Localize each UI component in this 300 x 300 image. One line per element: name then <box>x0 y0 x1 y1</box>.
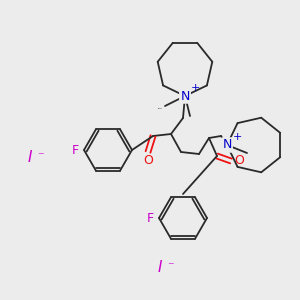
Text: +: + <box>190 83 200 93</box>
Text: F: F <box>146 212 154 224</box>
Text: I: I <box>28 149 32 164</box>
Text: F: F <box>71 143 79 157</box>
Text: ⁻: ⁻ <box>167 260 174 274</box>
Text: N: N <box>222 139 232 152</box>
Text: I: I <box>158 260 163 274</box>
Text: O: O <box>234 154 244 167</box>
Text: N: N <box>180 89 190 103</box>
Text: +: + <box>232 132 242 142</box>
Text: O: O <box>143 154 153 166</box>
Text: ⁻: ⁻ <box>37 151 44 164</box>
Text: methyl: methyl <box>158 108 163 109</box>
